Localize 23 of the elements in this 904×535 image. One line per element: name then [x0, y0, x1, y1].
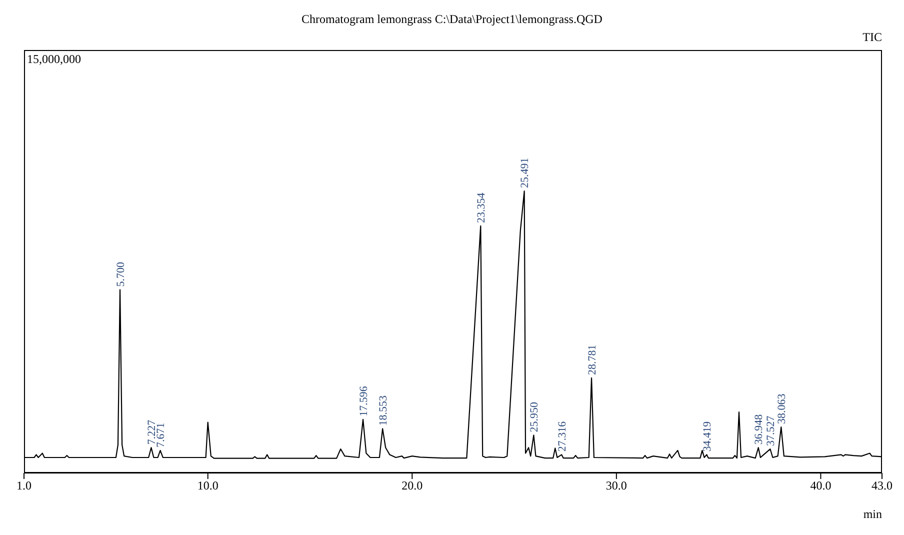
- annotation: 7.671: [155, 422, 168, 448]
- x-tick-label: 20.0: [402, 478, 423, 493]
- annotation: 38.063: [776, 393, 788, 424]
- annotation: 18.553: [377, 394, 390, 426]
- annotation: 5.700: [114, 261, 127, 287]
- x-axis-title: min: [863, 507, 882, 522]
- annotation: 23.354: [476, 192, 488, 223]
- annotation: 34.419: [702, 420, 714, 452]
- chart-title: Chromatogram lemongrass C:\Data\Project1\lemongrass.QGD: [300, 12, 604, 27]
- x-tick-label: 40.0: [810, 478, 832, 493]
- x-tick-label: 43.0: [872, 478, 892, 493]
- annotation: 28.781: [586, 344, 598, 375]
- annotation: 17.596: [358, 386, 370, 416]
- annotation: 37.527: [765, 415, 778, 446]
- text: 15,000,000: [27, 52, 81, 67]
- x-tick-label: 1.0: [16, 478, 32, 493]
- annotation: 25.950: [528, 401, 541, 432]
- text: TIC: [862, 30, 882, 45]
- x-tick-label: 30.0: [606, 478, 627, 493]
- annotation: 27.316: [556, 420, 568, 452]
- annotation: 25.491: [519, 158, 532, 188]
- annotation: 36.948: [753, 414, 766, 445]
- x-tick-label: 10.0: [197, 478, 218, 493]
